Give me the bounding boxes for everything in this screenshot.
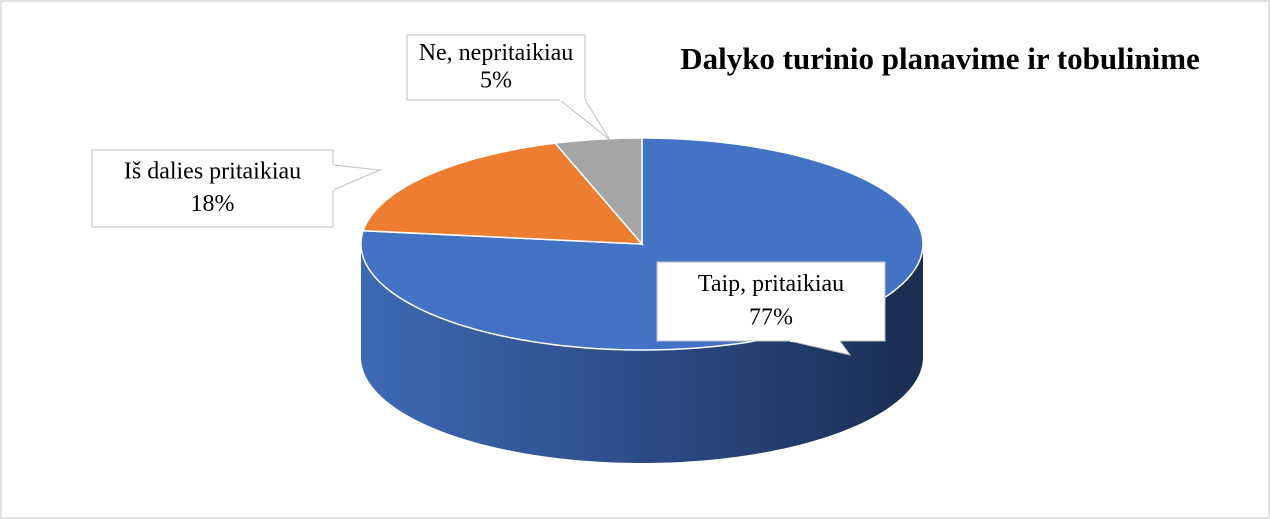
- value-label: 18%: [191, 191, 235, 217]
- slice: [362, 142, 644, 245]
- callout-box: [406, 34, 586, 101]
- category-label: Taip, pritaikiau: [698, 271, 844, 297]
- value-label: 77%: [749, 304, 793, 330]
- category-label: Ne, nepritaikiau: [419, 40, 574, 66]
- value-label: 5%: [480, 67, 512, 93]
- category-label: Iš dalies pritaikiau: [124, 159, 301, 185]
- callout-box: [91, 149, 334, 228]
- slice-side: [361, 244, 923, 463]
- chart-title: Dalyko turinio planavime ir tobulinime: [680, 41, 1200, 76]
- slice: [553, 137, 643, 247]
- callout-box: [656, 261, 886, 342]
